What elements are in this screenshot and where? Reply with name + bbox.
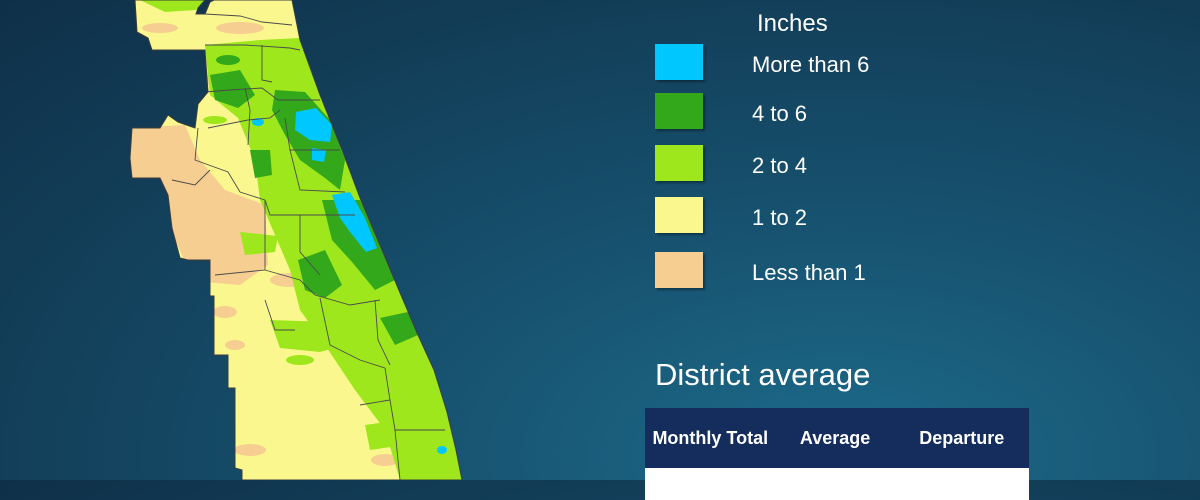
table-cell	[775, 468, 895, 500]
table-header-row: Monthly Total Average Departure	[645, 408, 1029, 468]
district-average-table: Monthly Total Average Departure	[645, 408, 1029, 500]
legend-title: Inches	[757, 10, 828, 37]
legend-label: 4 to 6	[752, 101, 808, 126]
district-outline	[129, 0, 463, 480]
legend-swatch	[655, 252, 703, 288]
legend-swatch	[655, 93, 703, 129]
legend-item-2-to-4: 2 to 4	[655, 145, 955, 183]
legend-item-1-to-2: 1 to 2	[655, 197, 955, 235]
legend-label: More than 6	[752, 52, 870, 77]
legend-item-4-to-6: 4 to 6	[655, 93, 955, 131]
legend-label: 2 to 4	[752, 153, 808, 178]
legend-item-less-than-1: Less than 1	[655, 252, 955, 290]
zone-4-to-6	[210, 55, 418, 345]
rainfall-map	[129, 0, 463, 480]
table-cell	[894, 468, 1029, 500]
legend-swatch	[655, 197, 703, 233]
table-cell	[645, 468, 776, 500]
district-average-title: District average	[655, 357, 871, 392]
county-boundaries	[171, 13, 445, 480]
zone-more-than-6	[252, 108, 447, 454]
legend-swatch	[655, 44, 703, 80]
table-row	[645, 468, 1029, 500]
legend-swatch	[655, 145, 703, 181]
legend-item-more-than-6: More than 6	[655, 44, 955, 82]
column-header-monthly-total: Monthly Total	[645, 408, 776, 468]
column-header-average: Average	[775, 408, 895, 468]
legend-label: 1 to 2	[752, 205, 808, 230]
legend-label: Less than 1	[752, 260, 866, 285]
column-header-departure: Departure	[894, 408, 1029, 468]
